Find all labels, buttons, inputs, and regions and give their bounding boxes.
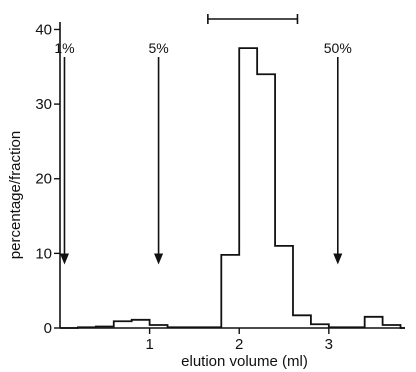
y-tick-label: 40	[35, 21, 52, 38]
series-line	[60, 47, 405, 329]
x-ticks: 1 2 3	[145, 328, 333, 353]
y-tick-label: 0	[44, 320, 52, 337]
x-tick-label: 1	[145, 336, 153, 353]
y-ticks: 0 10 20 30 40	[35, 21, 60, 337]
x-tick-label: 3	[325, 336, 333, 353]
arrow-head	[154, 253, 164, 265]
arrow-head	[333, 253, 343, 265]
y-tick-label: 30	[35, 96, 52, 113]
x-axis-title: elution volume (ml)	[181, 353, 308, 370]
axes	[59, 22, 405, 329]
y-tick-label: 10	[35, 245, 52, 262]
annotation-label: 50%	[324, 40, 352, 56]
pool-bracket	[207, 14, 299, 24]
y-axis-title: percentage/fraction	[7, 131, 24, 259]
annotation-label: 1%	[54, 40, 74, 56]
x-tick-label: 2	[235, 336, 243, 353]
y-tick-label: 20	[35, 171, 52, 188]
annotation-label: 5%	[148, 40, 168, 56]
arrow-head	[59, 253, 69, 265]
arrow-annotations: 1% 5% 50%	[54, 40, 352, 265]
